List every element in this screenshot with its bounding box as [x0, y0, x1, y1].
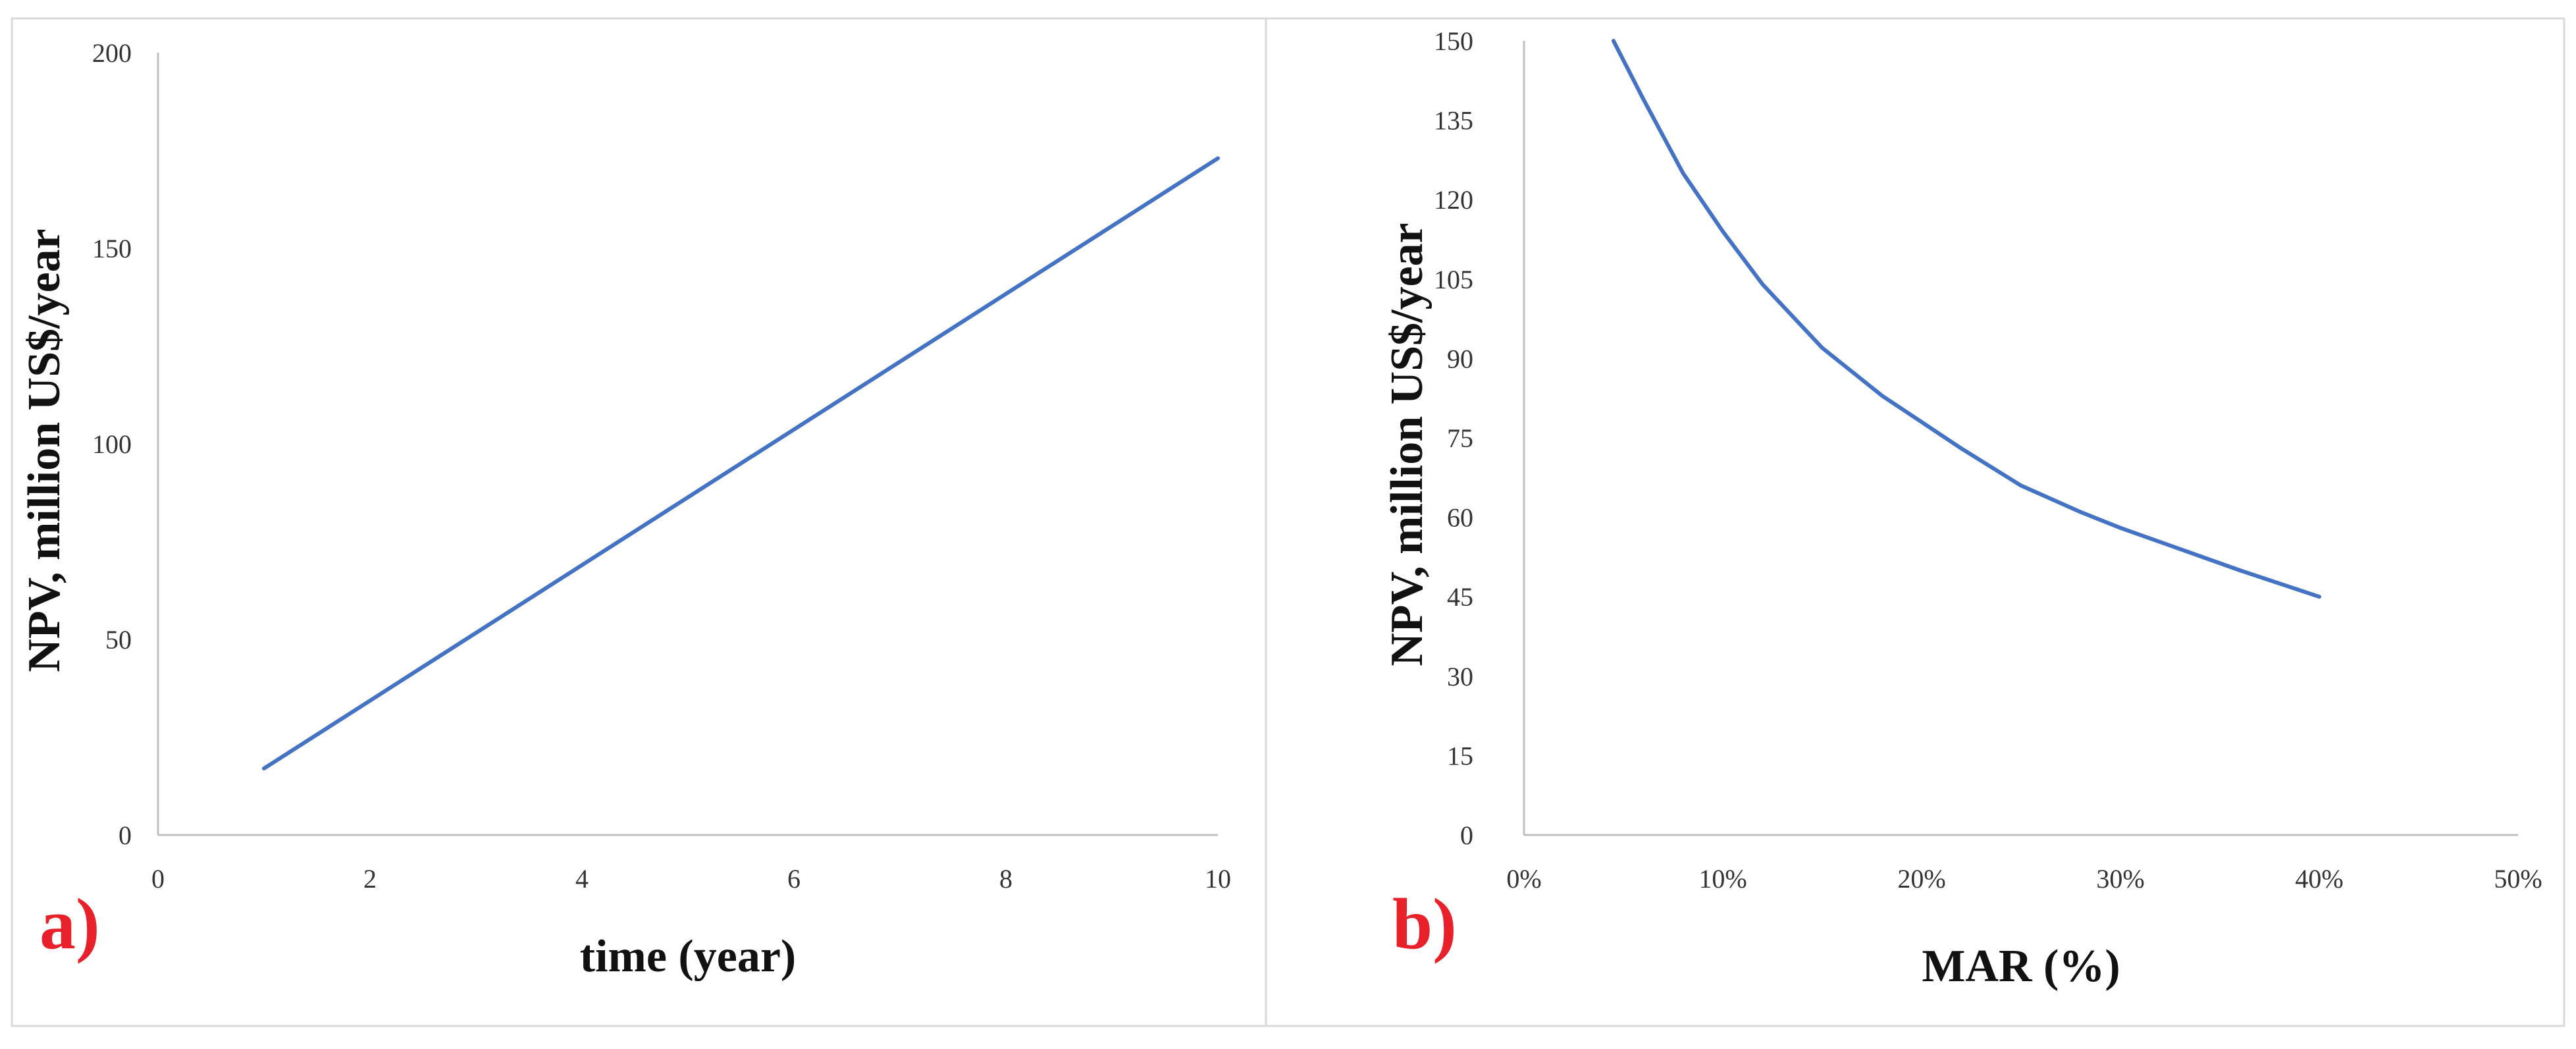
x-tick-label: 50% — [2494, 864, 2542, 894]
y-tick-label: 150 — [92, 234, 132, 263]
y-tick-label: 100 — [92, 429, 132, 459]
y-tick-label: 15 — [1447, 741, 1473, 770]
x-tick-label: 0% — [1506, 864, 1541, 894]
x-tick-label: 4 — [575, 864, 589, 894]
y-tick-label: 150 — [1434, 26, 1473, 56]
panel-label: a) — [39, 884, 100, 964]
series-line — [262, 156, 1220, 770]
y-tick-label: 105 — [1434, 265, 1473, 294]
figure-frame — [11, 17, 2565, 1027]
y-tick-label: 75 — [1447, 423, 1473, 453]
x-tick-label: 0 — [151, 864, 165, 894]
y-tick-label: 30 — [1447, 662, 1473, 691]
y-tick-label: 135 — [1434, 106, 1473, 136]
y-axis-title: NPV, million US$/year — [1382, 223, 1433, 666]
x-axis-title: MAR (%) — [1922, 941, 2120, 992]
y-axis-title: NPV, million US$/year — [19, 229, 70, 672]
y-tick-label: 45 — [1447, 582, 1473, 612]
panel-a-chart: 0 50 100 150 200 0 2 4 6 8 10 time (year) NPV, milli… — [19, 38, 1231, 982]
y-tick-label: 60 — [1447, 503, 1473, 533]
y-tick-label: 50 — [105, 625, 132, 655]
y-tick-label: 0 — [1460, 820, 1473, 850]
y-tick-label: 90 — [1447, 344, 1473, 373]
x-tick-label: 40% — [2295, 864, 2343, 894]
x-tick-label: 10% — [1698, 864, 1747, 894]
x-tick-label: 2 — [363, 864, 377, 894]
x-tick-label: 30% — [2096, 864, 2144, 894]
panel-b-chart: 0 15 30 45 60 75 90 105 120 135 150 0% 10% 20% 30% 40% 5… — [1382, 26, 2542, 992]
y-tick-label: 200 — [92, 38, 132, 68]
x-tick-label: 8 — [999, 864, 1012, 894]
y-tick-label: 0 — [118, 820, 132, 850]
series-line — [1611, 39, 2321, 599]
y-tick-label: 120 — [1434, 185, 1473, 215]
panel-label: b) — [1392, 884, 1457, 964]
x-axis-title: time (year) — [580, 931, 796, 982]
x-tick-label: 10 — [1205, 864, 1231, 894]
x-tick-label: 6 — [787, 864, 801, 894]
x-tick-label: 20% — [1897, 864, 1945, 894]
